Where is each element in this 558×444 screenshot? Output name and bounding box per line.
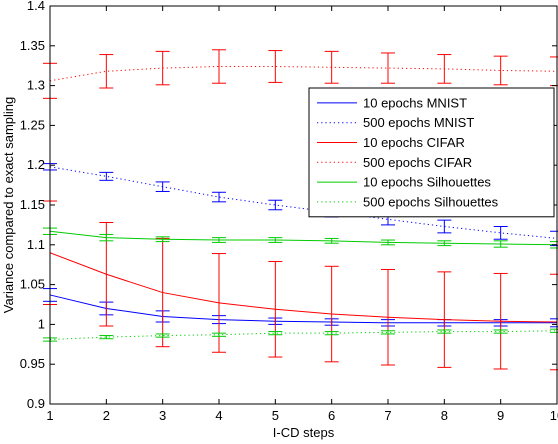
error-bar (212, 253, 226, 353)
y-tick-label: 0.9 (27, 396, 45, 411)
error-bar (381, 52, 395, 84)
legend-item: 500 epochs MNIST (317, 115, 474, 130)
error-bar (324, 265, 339, 363)
y-tick-label: 1.1 (27, 237, 45, 252)
error-bar (155, 236, 170, 243)
legend: 10 epochs MNIST 500 epochs MNIST 10 epochs… (308, 87, 555, 218)
axes-layer: 1 2 3 4 5 6 7 8 9 10 0.9 0.95 1 1.05 1.1 1.15 1.2 1.25 1.3… (20, 0, 558, 423)
legend-box (308, 87, 555, 218)
error-bar (212, 237, 226, 243)
y-tick-label: 1.35 (20, 38, 45, 53)
x-tick-label: 8 (441, 408, 448, 423)
error-bar (493, 240, 508, 248)
legend-label: 500 epochs CIFAR (363, 155, 472, 170)
legend-label: 10 epochs Silhouettes (363, 175, 491, 190)
error-bar (493, 225, 508, 240)
y-tick-label: 1 (38, 316, 45, 331)
y-tick-label: 1.25 (20, 117, 45, 132)
series-line (49, 230, 558, 246)
series-line (49, 330, 558, 341)
error-bar (268, 199, 283, 211)
error-bar (212, 332, 226, 337)
x-axis-label: I-CD steps (273, 425, 335, 440)
error-bar (99, 335, 114, 340)
y-tick-label: 1.05 (20, 277, 45, 292)
x-tick-label: 9 (497, 408, 504, 423)
x-tick-label: 1 (46, 408, 53, 423)
error-bar (493, 329, 508, 334)
error-bar (99, 171, 114, 181)
legend-item: 10 epochs CIFAR (317, 135, 465, 150)
error-bar (212, 49, 226, 84)
error-bar (437, 329, 452, 334)
x-tick-label: 10 (550, 408, 558, 423)
error-bar (268, 237, 283, 243)
series-line (49, 166, 558, 239)
error-bar (437, 271, 452, 368)
x-tick-label: 5 (272, 408, 279, 423)
series-5 (43, 227, 558, 249)
error-bar (381, 268, 395, 366)
x-tick-label: 7 (384, 408, 391, 423)
error-bar (268, 50, 283, 83)
error-bar (324, 237, 339, 244)
error-bar (155, 50, 170, 86)
x-tick-label: 2 (103, 408, 110, 423)
error-bar (268, 331, 283, 336)
legend-label: 10 epochs CIFAR (363, 135, 465, 150)
y-axis-label: Variance compared to exact sampling (1, 97, 16, 314)
series-3 (43, 200, 558, 371)
series-line (49, 252, 558, 323)
error-bar (437, 219, 452, 234)
legend-label: 500 epochs MNIST (363, 115, 474, 130)
error-bar (155, 181, 170, 192)
error-bar (324, 50, 339, 84)
error-bar (381, 330, 395, 335)
legend-label: 500 epochs Silhouettes (363, 194, 499, 209)
x-tick-label: 4 (215, 408, 222, 423)
error-bar (493, 55, 508, 86)
error-bar (212, 191, 226, 203)
series-line (49, 294, 557, 324)
legend-item: 10 epochs MNIST (317, 95, 467, 110)
x-tick-label: 6 (328, 408, 335, 423)
error-bar (155, 237, 170, 348)
error-bar (155, 333, 170, 338)
legend-item: 10 epochs Silhouettes (317, 175, 491, 190)
error-bar (437, 54, 452, 84)
error-bar (493, 272, 508, 370)
error-bar (324, 331, 339, 336)
y-tick-label: 0.95 (20, 356, 45, 371)
x-tick-label: 3 (159, 408, 166, 423)
legend-item: 500 epochs Silhouettes (317, 194, 499, 209)
error-bar (268, 261, 283, 358)
error-bar (381, 239, 395, 246)
y-tick-label: 1.15 (20, 197, 45, 212)
y-tick-label: 1.4 (27, 0, 45, 13)
error-bar (99, 233, 114, 242)
y-tick-label: 1.2 (27, 157, 45, 172)
series-6 (43, 328, 558, 342)
error-bar (437, 240, 452, 247)
legend-label: 10 epochs MNIST (363, 95, 467, 110)
error-bar (99, 54, 114, 89)
legend-item: 500 epochs CIFAR (317, 155, 472, 170)
y-tick-label: 1.3 (27, 78, 45, 93)
series-line (49, 65, 558, 82)
